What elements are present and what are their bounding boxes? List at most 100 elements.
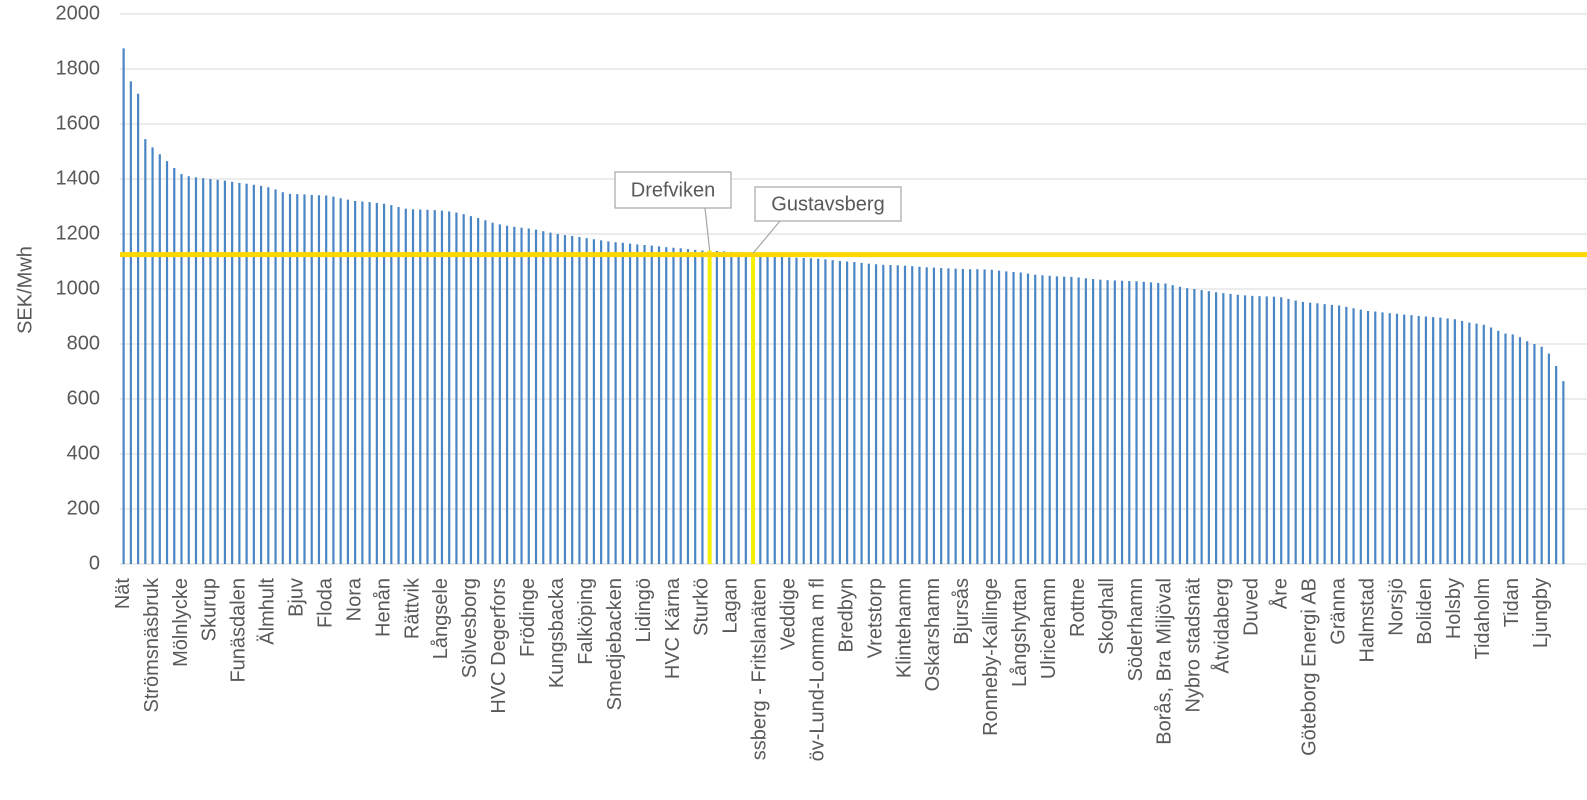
bar bbox=[1164, 283, 1167, 564]
x-tick-label: Bredbyn bbox=[835, 578, 857, 653]
callout-box bbox=[754, 186, 902, 222]
bar bbox=[223, 180, 227, 564]
bar bbox=[382, 203, 386, 564]
x-tick-label: Åtvidaberg bbox=[1211, 578, 1234, 674]
bar bbox=[874, 264, 878, 564]
bar bbox=[1251, 295, 1254, 564]
bar bbox=[513, 226, 516, 564]
bar bbox=[1468, 322, 1471, 564]
y-tick-label: 2000 bbox=[56, 2, 101, 24]
x-tick-label: ssberg - Fritslanäten bbox=[749, 578, 771, 760]
bar bbox=[1157, 282, 1160, 564]
bar bbox=[694, 249, 697, 564]
bar bbox=[1005, 271, 1008, 564]
bar bbox=[1272, 296, 1276, 564]
bar bbox=[773, 255, 776, 564]
bar bbox=[824, 259, 827, 564]
bar bbox=[1265, 296, 1268, 564]
bar bbox=[592, 239, 595, 564]
bar bbox=[288, 193, 292, 564]
x-tick-label: Lagan bbox=[720, 578, 742, 634]
y-tick-label: 1600 bbox=[56, 112, 101, 134]
x-tick-label: Bjuv bbox=[286, 578, 308, 617]
bar bbox=[817, 258, 820, 564]
bar bbox=[1258, 296, 1261, 564]
bar bbox=[151, 147, 154, 564]
bar bbox=[1128, 281, 1131, 564]
y-tick-label: 400 bbox=[67, 442, 100, 464]
bar bbox=[144, 139, 147, 564]
bar bbox=[1337, 305, 1341, 564]
bar bbox=[737, 252, 740, 564]
bar bbox=[1222, 293, 1225, 564]
bar bbox=[469, 216, 472, 564]
bar bbox=[997, 270, 1001, 564]
x-tick-label: Långshyttan bbox=[1009, 578, 1031, 687]
bar bbox=[245, 183, 248, 565]
bar bbox=[1432, 317, 1435, 564]
x-tick-label: Vretstorp bbox=[864, 578, 886, 658]
bar bbox=[903, 265, 907, 564]
bar bbox=[650, 245, 653, 565]
annotation: Gustavsberg bbox=[771, 193, 884, 215]
bar bbox=[1352, 308, 1355, 564]
bar bbox=[1424, 316, 1428, 564]
bar bbox=[194, 177, 198, 564]
bar bbox=[918, 266, 921, 564]
bar bbox=[889, 265, 892, 564]
bar bbox=[281, 192, 284, 564]
bar bbox=[484, 220, 487, 564]
bar bbox=[940, 268, 943, 564]
x-tick-label: Henån bbox=[372, 578, 394, 637]
bar bbox=[751, 253, 756, 564]
x-tick-label: Halmstad bbox=[1356, 578, 1378, 662]
bar bbox=[1070, 276, 1073, 564]
bar bbox=[1460, 320, 1464, 564]
x-tick-label: Nybro stadsnät bbox=[1183, 578, 1205, 713]
x-tick-label: Oskarshamn bbox=[922, 578, 944, 691]
y-tick-label: 1000 bbox=[56, 277, 101, 299]
y-tick-label: 1400 bbox=[56, 167, 101, 189]
bar bbox=[1200, 290, 1203, 564]
bar bbox=[607, 241, 610, 565]
bar bbox=[802, 257, 805, 564]
bar bbox=[1547, 353, 1551, 564]
bar bbox=[165, 161, 169, 564]
bar bbox=[354, 201, 357, 564]
bar bbox=[1518, 337, 1522, 564]
bar bbox=[1417, 315, 1420, 564]
bar bbox=[1092, 279, 1095, 564]
bar bbox=[296, 194, 299, 564]
bar bbox=[846, 261, 849, 564]
bar bbox=[158, 154, 161, 564]
bar bbox=[1019, 272, 1022, 564]
bar bbox=[238, 182, 241, 564]
bar bbox=[983, 269, 986, 564]
bar bbox=[1215, 292, 1218, 564]
x-tick-label: öv-Lund-Lomma m fl bbox=[806, 578, 828, 761]
x-tick-label: HVC Degerfors bbox=[488, 578, 510, 714]
bar bbox=[1381, 312, 1384, 564]
bar bbox=[1482, 324, 1485, 564]
bar bbox=[252, 184, 255, 564]
bar bbox=[1345, 306, 1348, 564]
bar bbox=[346, 199, 350, 564]
y-tick-label: 1200 bbox=[56, 222, 101, 244]
bar bbox=[1041, 275, 1044, 564]
bar bbox=[1193, 289, 1196, 564]
x-tick-label: Bjursås bbox=[951, 578, 973, 645]
bar bbox=[585, 238, 588, 564]
bar bbox=[780, 256, 784, 564]
bar bbox=[882, 264, 885, 564]
x-tick-label: Norsjö bbox=[1385, 578, 1407, 636]
bar bbox=[961, 268, 964, 564]
x-tick-label: Söderhamn bbox=[1125, 578, 1147, 681]
bar bbox=[1077, 277, 1080, 564]
bar bbox=[1511, 334, 1514, 564]
x-tick-label: Skoghall bbox=[1096, 578, 1118, 655]
bar bbox=[896, 265, 899, 564]
x-tick-label: Lidingö bbox=[633, 578, 655, 643]
bar bbox=[317, 195, 321, 564]
bar bbox=[947, 268, 950, 564]
x-tick-label: Långsele bbox=[430, 578, 452, 659]
